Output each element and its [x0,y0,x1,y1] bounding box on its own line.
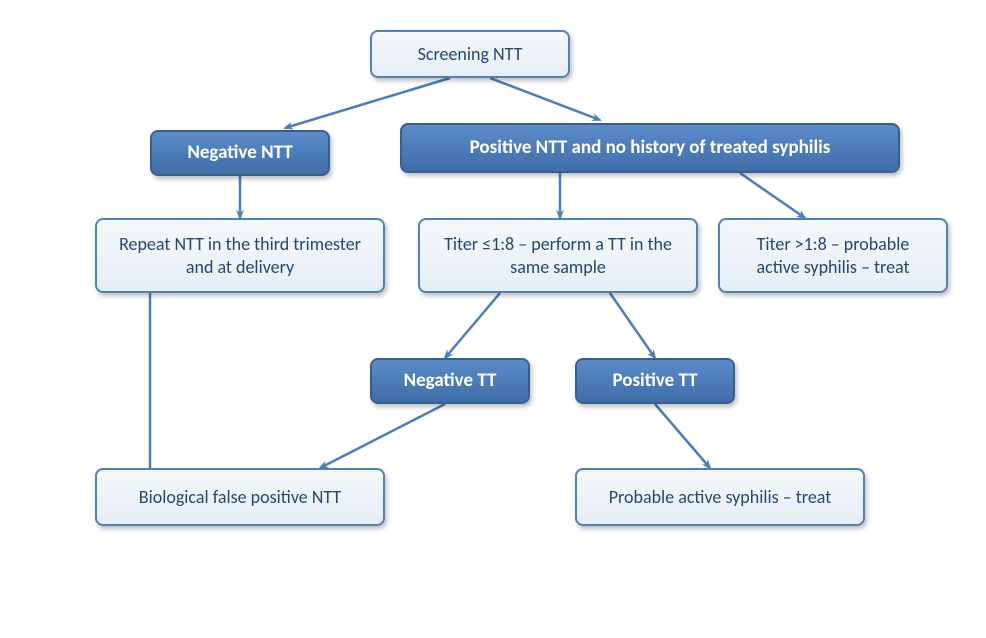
node-screening: Screening NTT [370,30,570,78]
node-label: Biological false positive NTT [139,486,341,509]
edge-7 [320,404,445,468]
node-repeat: Repeat NTT in the third trimester and at… [95,218,385,293]
node-label: Positive TT [612,369,697,393]
node-label: Titer ≤1:8 – perform a TT in the same sa… [434,233,682,278]
edge-5 [445,293,500,358]
node-pos-tt: Positive TT [575,358,735,404]
node-bio-false: Biological false positive NTT [95,468,385,526]
edge-1 [490,78,600,120]
flowchart-canvas: Screening NTT Negative NTT Positive NTT an… [0,0,986,638]
node-neg-tt: Negative TT [370,358,530,404]
edge-4 [740,173,805,218]
node-label: Titer >1:8 – probable active syphilis – … [734,233,932,278]
node-label: Repeat NTT in the third trimester and at… [111,233,369,278]
node-pos-ntt: Positive NTT and no history of treated s… [400,123,900,173]
node-label: Negative TT [404,369,497,393]
node-neg-ntt: Negative NTT [150,130,330,176]
edge-0 [285,78,450,128]
edge-8 [655,404,710,468]
node-titer-high: Titer >1:8 – probable active syphilis – … [718,218,948,293]
node-label: Screening NTT [418,43,523,66]
node-label: Negative NTT [187,141,292,165]
edge-6 [610,293,655,358]
node-label: Probable active syphilis – treat [609,486,832,509]
node-label: Positive NTT and no history of treated s… [470,136,831,160]
edges-layer [0,0,986,638]
node-titer-low: Titer ≤1:8 – perform a TT in the same sa… [418,218,698,293]
node-prob-active: Probable active syphilis – treat [575,468,865,526]
